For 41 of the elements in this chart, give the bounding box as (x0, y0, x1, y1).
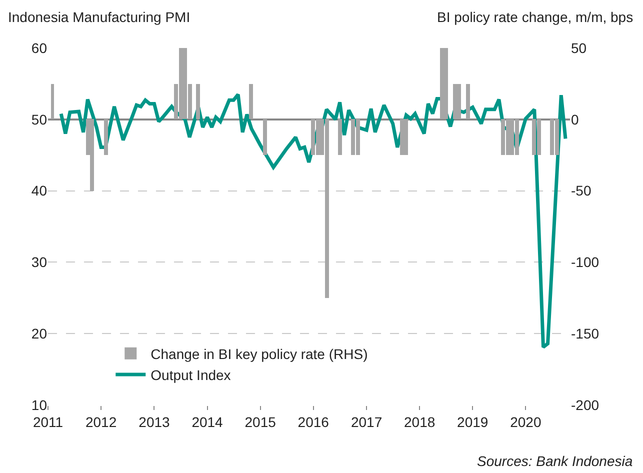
bar (400, 119, 404, 155)
source-note: Sources: Bank Indonesia (477, 453, 633, 469)
bar (440, 48, 444, 119)
legend-label: Output Index (150, 366, 231, 383)
bar (51, 84, 54, 119)
y2-axis-title: BI policy rate change, m/m, bps (437, 9, 634, 25)
bar (404, 119, 408, 155)
y2-tick-label: -100 (571, 254, 600, 270)
y2-tick-label: 50 (571, 40, 587, 56)
x-tick-label: 2012 (85, 414, 117, 430)
y-tick-label: 60 (31, 40, 48, 56)
y-tick-label: 40 (31, 182, 48, 199)
x-tick-label: 2013 (138, 414, 170, 430)
x-tick-label: 2017 (350, 414, 382, 430)
y-tick-label: 20 (31, 326, 48, 342)
bar (104, 119, 108, 155)
bar (263, 119, 267, 155)
bar (457, 84, 461, 119)
bar (196, 84, 200, 119)
y2-tick-label: -50 (571, 182, 592, 199)
bar (453, 84, 457, 119)
x-tick-label: 2015 (244, 414, 276, 430)
bar (249, 84, 253, 119)
x-tick-label: 2018 (404, 414, 436, 430)
x-tick-label: 2019 (457, 414, 488, 430)
x-tick-label: 2016 (298, 414, 330, 430)
bar (338, 119, 342, 155)
bar (466, 84, 470, 119)
bar (90, 119, 94, 191)
bar (444, 48, 448, 119)
legend-label: Change in BI key policy rate (RHS) (150, 346, 368, 362)
y2-tick-label: -200 (571, 396, 600, 413)
y-tick-label: 30 (31, 254, 48, 270)
x-tick-label: 2020 (510, 414, 542, 430)
x-tick-label: 2014 (192, 414, 224, 430)
y2-tick-label: -150 (571, 326, 600, 342)
x-tick-label: 2011 (32, 414, 64, 430)
y-axis-title: Indonesia Manufacturing PMI (8, 9, 190, 25)
y2-tick-label: 0 (571, 111, 579, 128)
y-tick-label: 10 (31, 396, 48, 413)
y-tick-label: 50 (31, 111, 48, 128)
